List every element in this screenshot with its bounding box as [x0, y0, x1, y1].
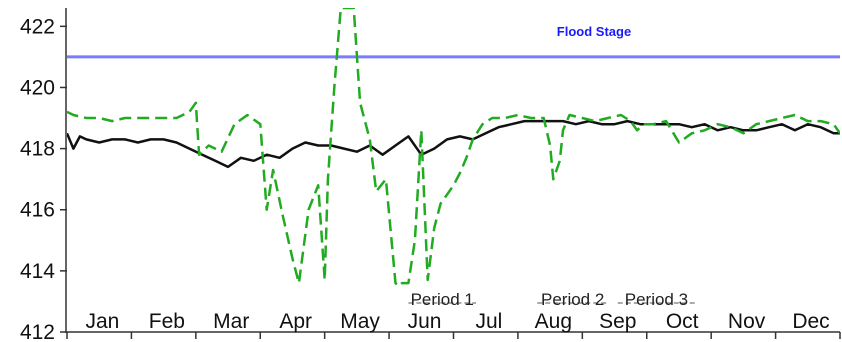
- x-tick-label: Feb: [149, 310, 185, 333]
- x-tick-label: Aug: [535, 310, 572, 333]
- x-tick-label: Jun: [408, 310, 442, 333]
- y-axis-ticks: 412 414 416 418 420 422: [20, 15, 67, 342]
- y-tick-label: 412: [20, 321, 55, 342]
- y-tick-label: 420: [20, 76, 55, 99]
- y-tick-label: 414: [20, 260, 55, 283]
- y-tick-label: 422: [20, 15, 55, 38]
- x-tick-label: Sep: [599, 310, 636, 333]
- series-line-dashed: [67, 8, 840, 288]
- x-tick-label: Oct: [666, 310, 699, 333]
- period-label: Period 3: [625, 290, 688, 309]
- period-markers: Period 1 Period 2 Period 3: [408, 290, 696, 309]
- x-tick-label: Nov: [728, 310, 766, 333]
- x-tick-label: Dec: [792, 310, 829, 333]
- x-tick-label: Mar: [213, 310, 249, 333]
- period-label: Period 1: [411, 290, 474, 309]
- month-labels: Jan Feb Mar Apr May Jun Jul Aug Sep Oct Nov Dec: [85, 310, 829, 333]
- x-axis-ticks: [66, 332, 841, 339]
- y-tick-label: 416: [20, 199, 55, 222]
- flood-stage-label: Flood Stage: [557, 24, 631, 39]
- period-label: Period 2: [541, 290, 604, 309]
- series-lines: [67, 8, 840, 288]
- x-tick-label: Jul: [475, 310, 502, 333]
- x-tick-label: May: [340, 310, 380, 333]
- y-tick-label: 418: [20, 138, 55, 161]
- x-tick-label: Apr: [279, 310, 312, 333]
- x-tick-label: Jan: [85, 310, 119, 333]
- series-line-solid: [67, 119, 840, 169]
